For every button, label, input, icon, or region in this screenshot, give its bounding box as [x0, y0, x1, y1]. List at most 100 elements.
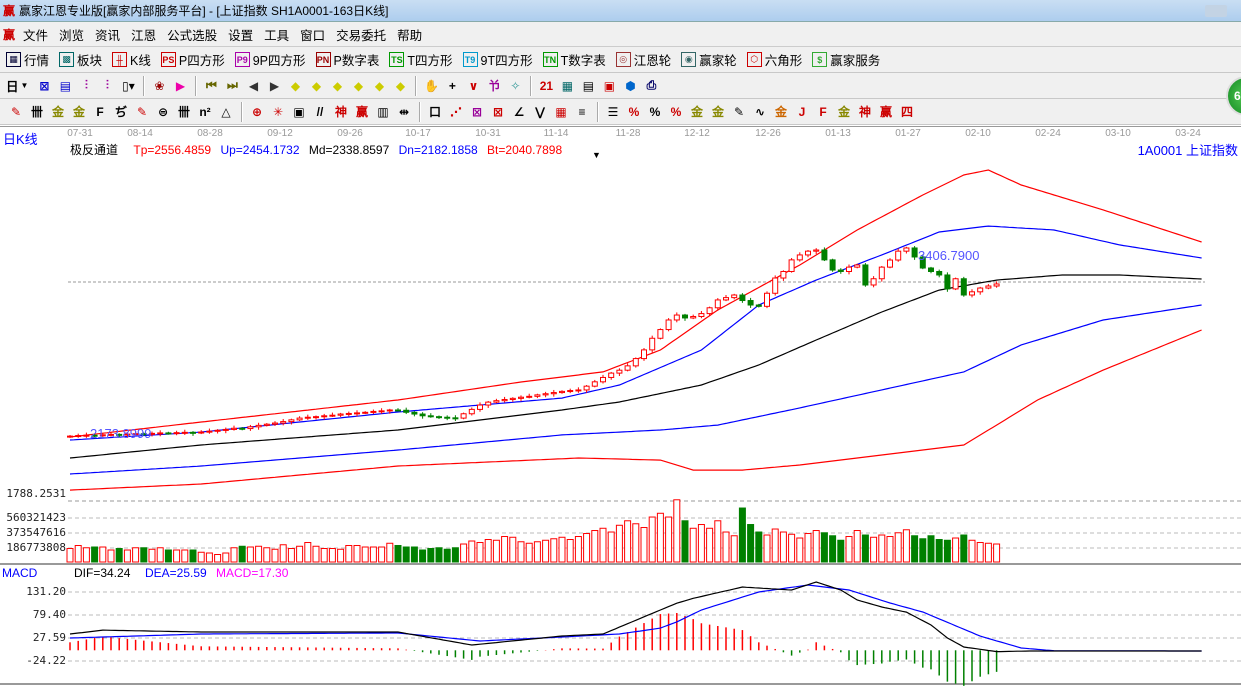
menu-item[interactable]: 资讯 [95, 28, 121, 43]
percent-line-icon[interactable]: % [628, 104, 640, 119]
toolbar-button-hexagon[interactable]: ⬡ 六角形 [746, 50, 802, 69]
toolbar-button-pn[interactable]: PN P数字表 [315, 50, 379, 69]
flag-icon[interactable]: ▶ [175, 78, 186, 93]
crosshair-icon[interactable]: + [448, 78, 456, 93]
list-icon[interactable]: ☰ [607, 104, 619, 119]
bar3-icon[interactable]: ⫶ [84, 78, 88, 92]
toolbar-button-gann-wheel[interactable]: ◎ 江恩轮 [615, 50, 671, 69]
line-icon[interactable]: ∨ [468, 78, 479, 93]
menu-item[interactable]: 公式选股 [167, 28, 218, 43]
hatch-icon[interactable]: ≡ [578, 104, 586, 119]
notes-icon[interactable]: ▤ [582, 78, 595, 93]
next-icon[interactable]: ▶ [269, 78, 280, 93]
menu-item[interactable]: 工具 [264, 28, 290, 43]
gold-circle-icon[interactable]: 金 [690, 105, 703, 119]
god-icon[interactable]: 神 [334, 105, 347, 119]
gold-box-icon[interactable]: 金 [774, 105, 787, 119]
menu-item[interactable]: 浏览 [59, 28, 85, 43]
kline-chart-area[interactable] [0, 126, 1241, 686]
printer-icon[interactable]: ⎙ [646, 78, 657, 92]
grid-icon[interactable]: ▦ [555, 104, 567, 119]
star-target-icon[interactable]: ✳ [272, 104, 284, 119]
percent-icon[interactable]: % [649, 104, 661, 119]
four-fan-icon[interactable]: 四 [900, 105, 913, 119]
box-icon[interactable]: 口 [428, 105, 441, 119]
gold-fan-icon[interactable]: 金 [837, 105, 850, 119]
toolbar-button-kline[interactable]: ╫ K线 [112, 50, 151, 69]
win-fan-icon[interactable]: 赢 [879, 105, 892, 119]
last-icon[interactable]: ⏭ [227, 78, 238, 92]
period-select[interactable]: 日 ▼ [6, 76, 28, 95]
triangle-icon[interactable]: △ [221, 104, 231, 119]
gann-box-icon[interactable]: ⊠ [471, 104, 483, 119]
first-icon[interactable]: ⏮ [206, 78, 217, 92]
gold-lines-icon[interactable]: 金 [711, 105, 724, 119]
fib-icon[interactable]: F [96, 104, 104, 119]
toolbar-button-sector-grid[interactable]: ▩ 板块 [59, 50, 102, 69]
toolbar-button-dollar[interactable]: $ 赢家服务 [812, 50, 880, 69]
chart-style-icon[interactable]: ⊠ [39, 78, 50, 93]
wave-icon[interactable]: ⋁ [534, 104, 546, 119]
gann-lines-icon[interactable]: 卌 [30, 105, 43, 119]
gold-line2-icon[interactable]: 金 [72, 105, 85, 119]
parallel-icon[interactable]: 卌 [177, 105, 190, 119]
save-icon[interactable]: ▣ [603, 78, 616, 93]
candle [747, 300, 754, 306]
report-icon[interactable]: ▤ [59, 78, 72, 93]
target-icon[interactable]: ⊕ [251, 104, 263, 119]
sync-icon[interactable]: ✧ [510, 78, 521, 93]
tool-icon[interactable]: 兯 [488, 79, 501, 93]
gann-box2-icon[interactable]: ⊠ [492, 104, 504, 119]
fan2-icon[interactable]: ∠ [513, 104, 525, 119]
expand-icon[interactable]: ◆ [374, 78, 385, 93]
expand-h-icon[interactable]: ◆ [332, 78, 343, 93]
pen-icon[interactable]: ✎ [10, 104, 22, 119]
bar9-icon[interactable]: ⫶ [105, 78, 109, 92]
indicator-dropdown-icon[interactable]: ▼ [592, 150, 601, 160]
window-title: 赢家江恩专业版[赢家内部服务平台] - [上证指数 SH1A0001-163日K… [19, 4, 389, 18]
hand-icon[interactable]: ✋ [423, 78, 439, 93]
j-fan-icon[interactable]: J [798, 104, 806, 119]
toolbar-button-t9[interactable]: T9 9T四方形 [462, 50, 533, 69]
pattern-icon[interactable]: ❀ [154, 78, 165, 93]
toolbar-button-tn[interactable]: TN T数字表 [542, 50, 606, 69]
f-fan-icon[interactable]: F [819, 104, 827, 119]
calculator-icon[interactable]: ▦ [561, 78, 574, 93]
square-icon[interactable]: ▣ [293, 104, 305, 119]
ruler-icon[interactable]: ▥ [377, 104, 389, 119]
calendar-icon[interactable]: 21 [539, 78, 554, 93]
fan-icon[interactable]: ⋰ [450, 104, 462, 119]
gold-line-icon[interactable]: 金 [51, 105, 64, 119]
candle-dropdown-icon[interactable]: ▯▾ [122, 78, 135, 93]
win-icon[interactable]: 赢 [355, 105, 368, 119]
network-icon[interactable]: ⬢ [625, 78, 636, 93]
measure-icon[interactable]: ⇹ [398, 104, 410, 119]
right-diamond-icon[interactable]: ◆ [311, 78, 322, 93]
toolbar-button-p9[interactable]: P9 9P四方形 [234, 50, 306, 69]
sine-icon[interactable]: ∿ [754, 104, 766, 119]
left-diamond-icon[interactable]: ◆ [290, 78, 301, 93]
toolbar-button-winner-wheel[interactable]: ◉ 赢家轮 [681, 50, 737, 69]
pen3-icon[interactable]: ✎ [733, 104, 745, 119]
pen2-icon[interactable]: ✎ [136, 104, 148, 119]
spiral-icon[interactable]: ぢ [114, 105, 127, 119]
menu-item[interactable]: 江恩 [131, 28, 157, 43]
percent2-icon[interactable]: % [670, 104, 682, 119]
angle-lines-icon[interactable]: // [316, 104, 324, 119]
toolbar-button-quote-table[interactable]: ▦ 行情 [6, 50, 49, 69]
shrink-icon[interactable]: ◆ [353, 78, 364, 93]
menu-item[interactable]: 窗口 [300, 28, 326, 43]
toolbar-button-ts[interactable]: TS T四方形 [389, 50, 453, 69]
menu-item[interactable]: 设置 [228, 28, 254, 43]
n2-icon[interactable]: n² [199, 104, 211, 119]
prev-icon[interactable]: ◀ [248, 78, 259, 93]
menu-item[interactable]: 文件 [23, 28, 49, 43]
god-fan-icon[interactable]: 神 [858, 105, 871, 119]
circle-icon[interactable]: ⊜ [157, 104, 169, 119]
toolbar-button-ps[interactable]: PS P四方形 [160, 50, 225, 69]
menu-item[interactable]: 帮助 [397, 28, 423, 43]
expand-v-icon[interactable]: ◆ [395, 78, 406, 93]
volume-bar [337, 548, 345, 563]
minimize-button[interactable] [1205, 5, 1227, 17]
menu-item[interactable]: 交易委托 [336, 28, 387, 43]
